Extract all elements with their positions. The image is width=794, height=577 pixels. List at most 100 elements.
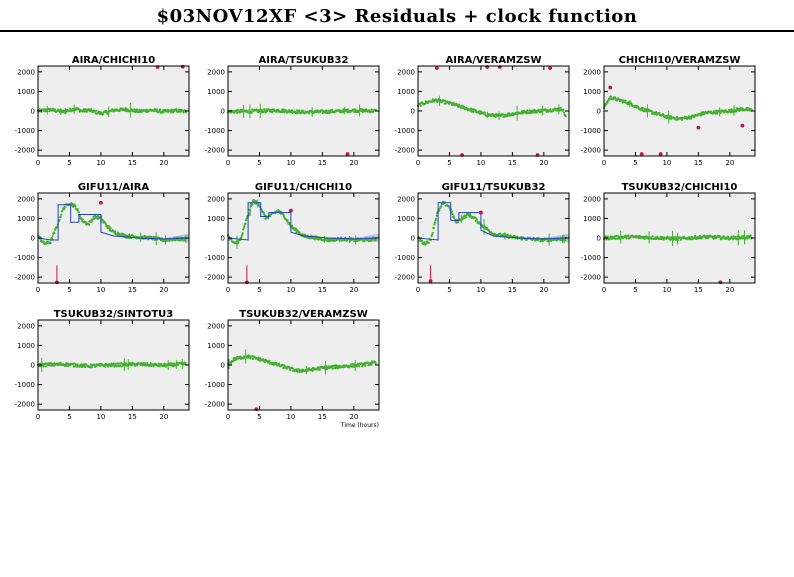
y-tick-label: 1000 — [207, 88, 225, 96]
residual-point — [73, 362, 76, 365]
residual-point — [45, 242, 48, 245]
x-tick-label: 20 — [349, 159, 358, 167]
residual-point — [679, 238, 683, 241]
outlier-point — [345, 152, 350, 156]
residual-point — [311, 369, 314, 373]
outlier-point — [696, 125, 701, 130]
y-tick-label: 1000 — [583, 215, 601, 223]
residual-point — [432, 227, 435, 230]
x-tick-label: 15 — [318, 159, 327, 167]
y-tick-label: 1000 — [17, 342, 35, 350]
y-tick-label: -1000 — [15, 254, 35, 262]
x-tick-label: 10 — [662, 159, 671, 167]
residual-point — [269, 108, 273, 111]
y-tick-label: 2000 — [17, 322, 35, 330]
x-tick-label: 5 — [67, 159, 71, 167]
y-tick-label: 2000 — [397, 195, 415, 203]
residual-point — [690, 117, 693, 120]
residual-point — [549, 108, 552, 111]
residual-point — [431, 231, 434, 234]
residual-point — [90, 108, 93, 111]
x-tick-label: 10 — [96, 159, 105, 167]
outlier-point — [608, 85, 613, 90]
x-tick-label: 5 — [447, 159, 451, 167]
panel-tsukub32-veramzsw: TSUKUB32/VERAMZSW -2000 -1000 0 1000 2000 0 5 10… — [205, 309, 380, 429]
clock-function-line — [417, 202, 566, 241]
page-title: $03NOV12XF <3> Residuals + clock functio… — [156, 6, 638, 27]
residual-point — [486, 226, 489, 230]
y-tick-label: -2000 — [15, 147, 35, 155]
y-tick-label: 0 — [221, 108, 225, 116]
residual-point — [81, 218, 84, 221]
y-tick-label: 0 — [597, 108, 601, 116]
y-tick-label: -2000 — [395, 274, 415, 282]
residual-point — [331, 108, 334, 112]
residual-point — [51, 235, 54, 238]
residual-point — [420, 239, 424, 242]
residual-point — [314, 237, 317, 240]
clock-function-line — [227, 202, 376, 241]
residual-point — [357, 363, 360, 366]
residual-point — [715, 109, 718, 112]
residual-point — [58, 219, 61, 222]
residual-point — [83, 365, 87, 369]
residual-point — [53, 231, 56, 235]
residual-point — [275, 362, 278, 365]
residual-point — [475, 218, 478, 221]
y-tick-label: 0 — [411, 235, 415, 243]
residual-point — [538, 109, 541, 112]
x-tick-label: 15 — [128, 286, 137, 294]
panel-tsukub32-sintotu3: TSUKUB32/SINTOTU3 -2000 -1000 0 1000 2000 0 5 10… — [15, 309, 190, 421]
residual-point — [59, 215, 62, 218]
residual-point — [62, 208, 66, 211]
x-tick-label: 5 — [67, 413, 71, 421]
residual-point — [352, 363, 355, 366]
x-tick-label: 15 — [318, 286, 327, 294]
outlier-point — [434, 66, 439, 70]
residual-point — [501, 113, 504, 116]
residual-point — [299, 111, 303, 114]
x-tick-label: 0 — [602, 286, 606, 294]
y-tick-label: -2000 — [205, 274, 225, 282]
x-tick-label: 5 — [67, 286, 71, 294]
x-tick-label: 10 — [286, 286, 295, 294]
residual-point — [627, 234, 630, 237]
residual-point — [606, 101, 609, 104]
residual-point — [48, 362, 51, 365]
x-tick-label: 20 — [539, 159, 548, 167]
panel-gifu11-aira: GIFU11/AIRA -2000 -1000 0 1000 2000 0 5 10 15 20 — [15, 182, 190, 294]
residual-point — [536, 239, 540, 242]
residual-point — [286, 219, 289, 222]
residual-point — [374, 362, 377, 365]
x-tick-label: 5 — [633, 286, 637, 294]
residual-point — [621, 101, 624, 104]
y-tick-label: -2000 — [205, 401, 225, 409]
residual-point — [261, 109, 264, 112]
residual-point — [609, 95, 612, 98]
panel-aira-chichi10: AIRA/CHICHI10 -2000 -1000 0 1000 2000 0 5 10 15 20 — [15, 55, 190, 167]
residual-point — [465, 216, 468, 219]
residual-point — [112, 362, 115, 365]
residual-point — [564, 239, 567, 242]
residual-point — [44, 365, 48, 368]
residual-point — [643, 237, 646, 240]
residual-point — [246, 356, 249, 359]
outlier-point — [254, 407, 259, 412]
residual-point — [419, 104, 422, 107]
x-tick-label: 15 — [694, 159, 703, 167]
panel-chichi10-veramzsw: CHICHI10/VERAMZSW -2000 -1000 0 1000 2000 0 5 10… — [581, 55, 756, 167]
residual-point — [53, 108, 57, 111]
x-tick-label: 10 — [476, 286, 485, 294]
residual-point — [117, 362, 121, 365]
residual-point — [440, 205, 443, 208]
residual-point — [159, 108, 162, 111]
residual-point — [124, 107, 127, 110]
y-tick-label: -2000 — [15, 401, 35, 409]
residual-point — [615, 234, 618, 237]
residual-point — [177, 110, 180, 113]
residual-point — [283, 111, 286, 114]
outlier-point — [718, 280, 723, 285]
x-tick-label: 5 — [257, 413, 261, 421]
residual-point — [363, 240, 366, 243]
